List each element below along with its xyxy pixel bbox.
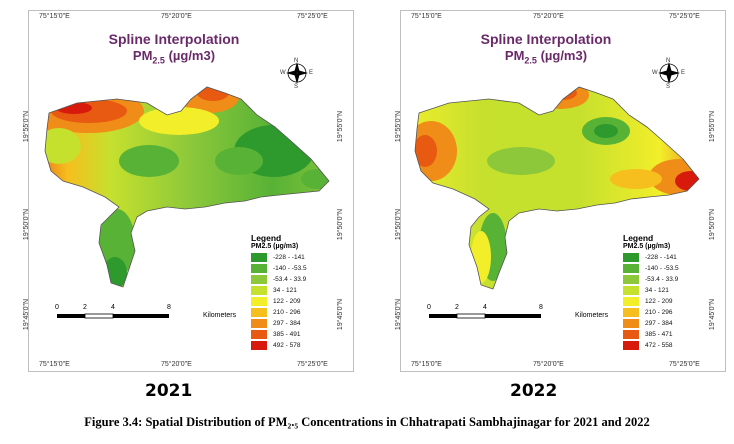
legend-swatch: [623, 330, 639, 339]
legend-row: 297 - 384: [251, 318, 349, 329]
legend-row: -140 - -53.5: [623, 263, 721, 274]
coord-lat-top-right: 19°55'0"N: [337, 110, 345, 143]
figure-caption: Figure 3.4: Spatial Distribution of PM₂.…: [84, 415, 650, 429]
legend-row: -228 - -141: [251, 252, 349, 263]
coord-bottom-right: 75°25'0"E: [297, 361, 328, 368]
coord-lat-bot-left: 19°45'0"N: [23, 298, 31, 331]
legend-swatch: [251, 330, 267, 339]
legend-heading: Legend: [623, 233, 654, 243]
legend-row: 210 - 296: [623, 307, 721, 318]
map-subtitle-2022: PM2.5 (µg/m3): [504, 48, 588, 66]
legend-row: 122 - 209: [623, 296, 721, 307]
map-subtitle-2021: PM2.5 (µg/m3): [132, 48, 216, 66]
scale-unit: Kilometers: [203, 312, 237, 319]
coord-bottom-mid: 75°20'0"E: [161, 361, 192, 368]
compass-e: E: [681, 70, 686, 76]
legend-unit: PM2.5 (µg/m3): [251, 243, 299, 250]
legend-swatch: [623, 253, 639, 262]
coord-bottom-left: 75°15'0"E: [411, 361, 442, 368]
legend-row: -228 - -141: [623, 252, 721, 263]
legend-unit: PM2.5 (µg/m3): [623, 243, 671, 250]
legend-swatch: [251, 341, 267, 350]
year-label-2021: 2021: [145, 381, 193, 401]
legend-swatch: [623, 308, 639, 317]
legend-heading: Legend: [251, 233, 282, 243]
coord-lat-bot-left: 19°45'0"N: [395, 298, 403, 331]
scale-bar-2021: 0 2 4 8 Kilometers: [55, 304, 237, 319]
legend-2022: Legend PM2.5 (µg/m3) -228 - -141 -140 - …: [623, 233, 721, 351]
map-panel-2021: 75°15'0"E 75°20'0"E 75°25'0"E 75°15'0"E …: [23, 10, 354, 372]
coord-bottom-right: 75°25'0"E: [669, 361, 700, 368]
compass-n: N: [666, 58, 671, 64]
coord-top-mid: 75°20'0"E: [533, 13, 564, 20]
map-2022: [414, 62, 700, 319]
coord-top-right: 75°25'0"E: [297, 13, 328, 20]
coord-lat-top-left: 19°55'0"N: [23, 110, 31, 143]
legend-swatch: [251, 275, 267, 284]
legend-swatch: [623, 297, 639, 306]
compass-e: E: [309, 70, 314, 76]
compass-n: N: [294, 58, 299, 64]
legend-swatch: [251, 297, 267, 306]
legend-row: 34 - 121: [623, 285, 721, 296]
year-label-2022: 2022: [510, 381, 558, 401]
legend-swatch: [251, 286, 267, 295]
coord-top-left: 75°15'0"E: [411, 13, 442, 20]
legend-swatch: [251, 253, 267, 262]
coord-top-left: 75°15'0"E: [39, 13, 70, 20]
legend-row: 34 - 121: [251, 285, 349, 296]
boundary-2022: [414, 86, 700, 290]
legend-row: -53.4 - 33.9: [623, 274, 721, 285]
coord-top-mid: 75°20'0"E: [161, 13, 192, 20]
boundary-2021: [44, 86, 330, 288]
legend-swatch: [623, 264, 639, 273]
legend-swatch: [623, 275, 639, 284]
scale-bar-2022: 0 2 4 8 Kilometers: [427, 304, 609, 319]
compass-s: S: [294, 84, 299, 90]
coord-bottom-mid: 75°20'0"E: [533, 361, 564, 368]
coord-bottom-left: 75°15'0"E: [39, 361, 70, 368]
coord-lat-mid-left: 19°50'0"N: [395, 208, 403, 241]
legend-row: 385 - 471: [623, 329, 721, 340]
legend-row: -53.4 - 33.9: [251, 274, 349, 285]
legend-swatch: [623, 319, 639, 328]
legend-row: 492 - 578: [251, 340, 349, 351]
map-title-2021: Spline Interpolation: [108, 31, 240, 47]
legend-row: 472 - 558: [623, 340, 721, 351]
legend-swatch: [623, 341, 639, 350]
map-title-2022: Spline Interpolation: [480, 31, 612, 47]
map-2021: [44, 62, 330, 319]
compass-rose-icon: [658, 62, 680, 84]
legend-row: 122 - 209: [251, 296, 349, 307]
legend-swatch: [251, 319, 267, 328]
coord-top-right: 75°25'0"E: [669, 13, 700, 20]
scale-unit: Kilometers: [575, 312, 609, 319]
legend-row: 210 - 296: [251, 307, 349, 318]
legend-swatch: [623, 286, 639, 295]
compass-w: W: [280, 70, 286, 76]
coord-lat-top-left: 19°55'0"N: [395, 110, 403, 143]
hotspot-n-2022: [533, 87, 589, 109]
legend-swatch: [251, 264, 267, 273]
map-panel-2022: 75°15'0"E 75°20'0"E 75°25'0"E 75°15'0"E …: [395, 10, 726, 372]
coord-lat-mid-left: 19°50'0"N: [23, 208, 31, 241]
legend-swatch: [251, 308, 267, 317]
coord-lat-top-right: 19°55'0"N: [709, 110, 717, 143]
legend-2021: Legend PM2.5 (µg/m3) -228 - -141 -140 - …: [251, 233, 349, 351]
legend-row: 297 - 384: [623, 318, 721, 329]
compass-w: W: [652, 70, 658, 76]
legend-row: 385 - 491: [251, 329, 349, 340]
compass-rose-icon: [286, 62, 308, 84]
legend-row: -140 - -53.5: [251, 263, 349, 274]
compass-s: S: [666, 84, 671, 90]
